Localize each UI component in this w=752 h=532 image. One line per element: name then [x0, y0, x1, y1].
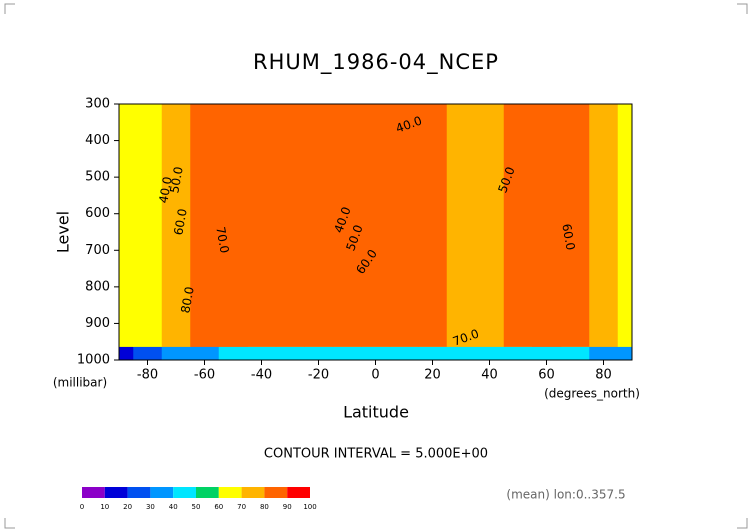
x-tick-label: -20 — [308, 368, 329, 383]
y-tick-label: 600 — [85, 206, 110, 221]
y-tick-label: 700 — [85, 243, 110, 258]
colorbar-label: 20 — [123, 503, 132, 511]
field-cell — [133, 104, 163, 347]
contour-label: 60.0 — [559, 223, 577, 252]
colorbar-label: 100 — [303, 503, 316, 511]
colorbar-label: 10 — [100, 503, 109, 511]
colorbar-swatch — [218, 487, 242, 498]
y-axis-label: Level — [54, 211, 73, 253]
colorbar-label: 80 — [260, 503, 269, 511]
x-tick-label: 60 — [538, 368, 555, 383]
colorbar-label: 50 — [192, 503, 201, 511]
field-cell — [560, 104, 590, 347]
x-axis-label: Latitude — [343, 403, 409, 422]
colorbar-swatch — [127, 487, 151, 498]
field-cell — [418, 104, 448, 347]
y-tick-label: 400 — [85, 133, 110, 148]
x-tick-label: -60 — [194, 368, 215, 383]
colorbar-swatch — [241, 487, 265, 498]
x-tick-label: 40 — [481, 368, 498, 383]
field-cell — [304, 104, 334, 347]
y-tick-label: 900 — [85, 316, 110, 331]
crop-marks — [4, 3, 748, 529]
field — [119, 104, 633, 361]
colorbar-swatch — [82, 487, 105, 498]
colorbar-swatch — [264, 487, 288, 498]
colorbar-swatch — [287, 487, 310, 498]
contour-label: 80.0 — [178, 286, 196, 315]
y-tick-label: 1000 — [77, 353, 110, 368]
field-cell — [389, 104, 419, 347]
footnote: (mean) lon:0..357.5 — [506, 488, 625, 502]
field-cell — [475, 104, 505, 347]
colorbar-label: 30 — [146, 503, 155, 511]
colorbar-label: 40 — [169, 503, 178, 511]
colorbar-label: 0 — [80, 503, 84, 511]
colorbar-swatch — [196, 487, 219, 498]
contour-interval: CONTOUR INTERVAL = 5.000E+00 — [264, 447, 488, 462]
chart-title: RHUM_1986-04_NCEP — [253, 50, 499, 75]
colorbar-label: 90 — [283, 503, 292, 511]
x-tick-label: 0 — [371, 368, 379, 383]
field-cell — [161, 104, 191, 347]
field-cell — [332, 104, 362, 347]
colorbar-swatch — [104, 487, 128, 498]
x-tick-label: -80 — [137, 368, 158, 383]
field-cell — [503, 104, 533, 347]
colorbar-swatch — [150, 487, 174, 498]
field-cell — [119, 104, 134, 347]
field-cell — [446, 104, 476, 347]
contour-label: 50.0 — [167, 166, 185, 195]
field-cell — [361, 104, 391, 347]
y-tick-label: 300 — [85, 97, 110, 112]
contour-label: 70.0 — [213, 226, 231, 255]
y-axis-unit: (millibar) — [53, 376, 107, 390]
x-tick-label: 80 — [595, 368, 612, 383]
field-cell — [218, 104, 248, 347]
field-cell — [247, 104, 277, 347]
field-cell — [589, 104, 619, 347]
field-cell — [617, 104, 633, 347]
x-axis-unit: (degrees_north) — [544, 387, 640, 401]
contour-label: 40.0 — [156, 176, 174, 205]
x-tick-label: -40 — [251, 368, 272, 383]
y-tick-label: 800 — [85, 279, 110, 294]
x-tick-label: 20 — [424, 368, 441, 383]
y-tick-label: 500 — [85, 170, 110, 185]
field-cell — [275, 104, 305, 347]
colorbar-label: 70 — [237, 503, 246, 511]
colorbar-label: 60 — [214, 503, 223, 511]
colorbar-swatch — [173, 487, 196, 498]
field-cell — [190, 104, 220, 347]
contour-label: 60.0 — [171, 208, 189, 237]
field-cell — [532, 104, 562, 347]
